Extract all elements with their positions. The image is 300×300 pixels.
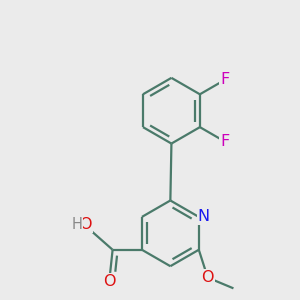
Text: F: F <box>220 73 229 88</box>
Text: O: O <box>103 274 116 289</box>
Text: O: O <box>79 217 92 232</box>
Text: H: H <box>71 217 82 232</box>
Text: O: O <box>202 270 214 285</box>
Text: N: N <box>198 209 210 224</box>
Text: F: F <box>220 134 229 149</box>
